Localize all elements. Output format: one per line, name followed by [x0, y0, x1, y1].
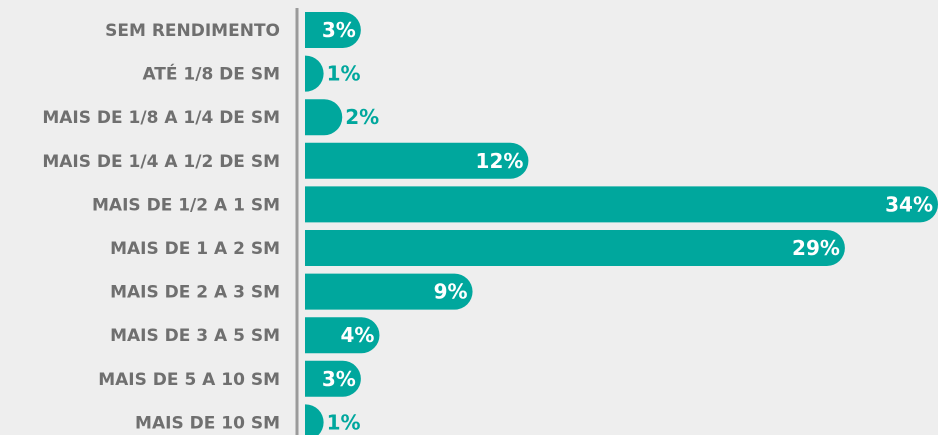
category-label: MAIS DE 10 SM [135, 413, 280, 433]
value-label: 12% [476, 149, 524, 173]
bar [305, 273, 473, 310]
value-label: 1% [327, 62, 361, 86]
bar [305, 360, 361, 397]
bar [305, 230, 845, 266]
value-label: 2% [345, 105, 379, 129]
category-label: MAIS DE 1/4 A 1/2 DE SM [42, 152, 280, 172]
category-label: MAIS DE 5 A 10 SM [98, 370, 280, 390]
category-label: MAIS DE 2 A 3 SM [110, 283, 280, 303]
value-label: 1% [327, 410, 361, 434]
category-label: SEM RENDIMENTO [105, 21, 280, 41]
category-label: ATÉ 1/8 DE SM [142, 63, 280, 85]
category-label: MAIS DE 3 A 5 SM [110, 326, 280, 346]
category-labels: SEM RENDIMENTO ATÉ 1/8 DE SM MAIS DE 1/8 A… [42, 21, 280, 433]
bar [305, 142, 529, 179]
bar [305, 55, 324, 92]
bar [305, 12, 361, 48]
category-label: MAIS DE 1/2 A 1 SM [92, 195, 280, 215]
value-label: 4% [341, 323, 375, 347]
category-label: MAIS DE 1/8 A 1/4 DE SM [42, 108, 280, 128]
bars [305, 12, 938, 435]
value-label: 9% [434, 280, 468, 304]
bar [305, 186, 938, 223]
bar [305, 99, 343, 136]
value-label: 3% [322, 18, 356, 42]
value-label: 34% [885, 192, 933, 216]
value-label: 3% [322, 367, 356, 391]
bar [305, 404, 324, 435]
value-labels: 3% 1% 2% 12% 34% 29% 9% 4% 3% 1% [322, 18, 933, 434]
category-label: MAIS DE 1 A 2 SM [110, 239, 280, 259]
bar [305, 317, 380, 354]
value-label: 29% [792, 236, 840, 260]
